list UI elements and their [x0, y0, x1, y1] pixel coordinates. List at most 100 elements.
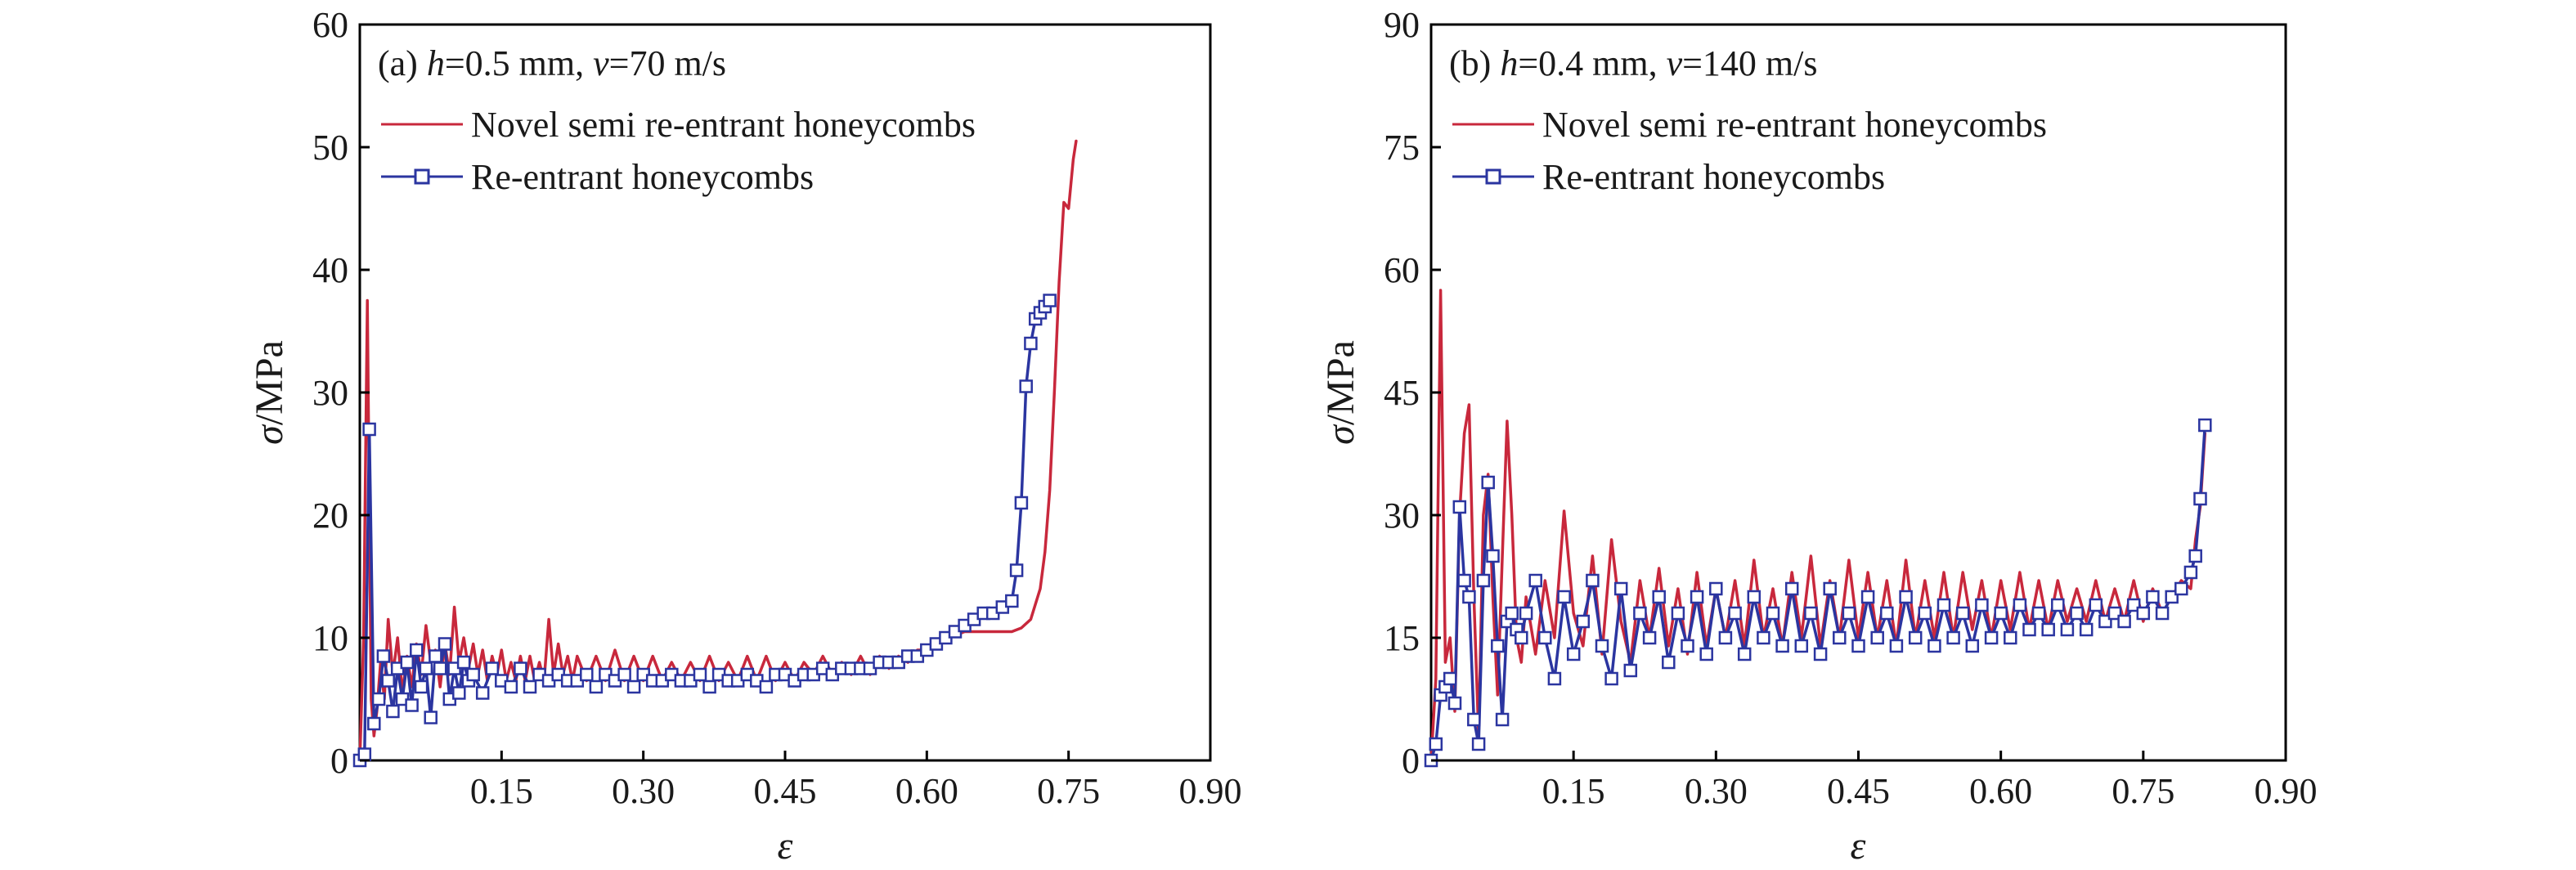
- data-point-marker: [514, 661, 527, 675]
- y-tick-label: 45: [1384, 373, 1420, 413]
- series-line-reentrant: [1429, 424, 2207, 762]
- y-tick-label: 0: [1402, 741, 1420, 781]
- x-tick-label: 0.75: [1037, 771, 1100, 811]
- x-tick-label: 0.75: [2112, 771, 2174, 811]
- data-point-marker: [1899, 590, 1913, 604]
- data-point-marker: [371, 692, 386, 706]
- y-tick-label: 40: [312, 250, 348, 290]
- data-point-marker: [759, 679, 774, 694]
- data-point-marker: [1842, 606, 1856, 621]
- data-point-marker: [1936, 598, 1951, 612]
- data-point-marker: [2136, 606, 2151, 621]
- data-point-marker: [485, 661, 500, 675]
- x-tick-label: 0.15: [470, 771, 533, 811]
- data-point-marker: [456, 655, 471, 670]
- y-axis-label: σ/MPa: [1319, 340, 1362, 445]
- data-point-marker: [2155, 606, 2170, 621]
- data-point-marker: [1495, 712, 1510, 727]
- data-point-marker: [466, 667, 480, 682]
- data-point-marker: [1019, 379, 1033, 393]
- series-marks: [1424, 289, 2212, 768]
- data-point-marker: [400, 655, 415, 670]
- data-point-marker: [475, 686, 490, 700]
- y-tick-label: 20: [312, 496, 348, 536]
- data-point-marker: [1757, 630, 1770, 645]
- data-point-marker: [1043, 294, 1057, 307]
- data-point-marker: [1462, 590, 1476, 604]
- x-tick-label: 0.30: [1685, 771, 1748, 811]
- legend-label-novel: Novel semi re-entrant honeycombs: [1542, 105, 2047, 145]
- data-point-marker: [2193, 491, 2207, 506]
- data-point-marker: [1994, 606, 2008, 621]
- data-point-marker: [1491, 639, 1505, 653]
- data-point-marker: [1452, 500, 1467, 514]
- data-point-marker: [2041, 622, 2055, 637]
- data-point-marker: [504, 679, 518, 694]
- data-point-marker: [1586, 573, 1600, 588]
- legend: Novel semi re-entrant honeycombs Re-entr…: [1452, 105, 2047, 197]
- data-point-marker: [1538, 630, 1552, 645]
- data-point-marker: [2070, 606, 2084, 621]
- y-tick-label: 30: [1384, 496, 1420, 536]
- data-point-marker: [1681, 639, 1694, 653]
- data-point-marker: [419, 661, 433, 675]
- legend-label-reentrant: Re-entrant honeycombs: [1542, 157, 1885, 197]
- data-point-marker: [2188, 549, 2202, 563]
- data-point-marker: [1471, 737, 1486, 751]
- series-line-novel: [1429, 289, 2207, 762]
- x-tick-label: 0.30: [612, 771, 675, 811]
- data-point-marker: [1918, 606, 1932, 621]
- data-point-marker: [386, 704, 400, 719]
- data-point-marker: [1457, 573, 1471, 588]
- data-point-marker: [1813, 647, 1828, 661]
- data-point-marker: [2013, 598, 2027, 612]
- x-tick-label: 0.60: [895, 771, 958, 811]
- y-tick-label: 90: [1384, 5, 1420, 45]
- x-tick-label: 0.45: [754, 771, 817, 811]
- x-axis-label: ε: [1851, 824, 1866, 868]
- data-point-marker: [1955, 606, 1970, 621]
- data-point-marker: [1784, 581, 1799, 596]
- chart-panel-a: 0 10 20 30 40 50 60 0.15 0.30 0.45 0.60 0.75 0.90 (…: [248, 5, 1242, 868]
- data-point-marker: [1718, 630, 1733, 645]
- chart-panel-b: 0 15 30 45 60 75 90 0.15 0.30 0.45 0.60 0.75 0.90 (…: [1319, 5, 2318, 868]
- data-point-marker: [376, 649, 391, 663]
- data-point-marker: [2089, 598, 2103, 612]
- y-tick-label: 10: [312, 618, 348, 658]
- data-point-marker: [1699, 647, 1713, 661]
- data-point-marker: [1576, 614, 1591, 629]
- data-point-marker: [1528, 573, 1542, 588]
- y-ticks: 0 10 20 30 40 50 60: [312, 5, 370, 781]
- data-point-marker: [1505, 606, 1519, 621]
- data-point-marker: [1823, 581, 1837, 596]
- data-point-marker: [1946, 630, 1960, 645]
- legend-marker-square: [414, 168, 430, 185]
- data-point-marker: [589, 679, 604, 694]
- data-point-marker: [2004, 630, 2017, 645]
- panel-annotation: (a) h=0.5 mm, v=70 m/s: [378, 43, 726, 83]
- data-point-marker: [2079, 622, 2094, 637]
- legend-label-novel: Novel semi re-entrant honeycombs: [471, 105, 976, 145]
- data-point-marker: [1709, 581, 1723, 596]
- data-point-marker: [702, 679, 716, 694]
- y-tick-label: 50: [312, 128, 348, 168]
- data-point-marker: [1623, 663, 1638, 678]
- data-point-marker: [1519, 606, 1533, 621]
- data-point-marker: [523, 679, 537, 694]
- data-point-marker: [381, 674, 395, 688]
- x-tick-label: 0.45: [1827, 771, 1890, 811]
- data-point-marker: [1737, 647, 1752, 661]
- data-point-marker: [1633, 606, 1647, 621]
- data-point-marker: [626, 679, 641, 694]
- y-ticks: 0 15 30 45 60 75 90: [1384, 5, 1441, 781]
- data-point-marker: [1652, 590, 1666, 604]
- data-point-marker: [1557, 590, 1571, 604]
- data-point-marker: [1833, 630, 1847, 645]
- x-tick-label: 0.15: [1542, 771, 1605, 811]
- data-point-marker: [2146, 590, 2160, 604]
- data-point-marker: [1928, 639, 1941, 653]
- data-point-marker: [693, 667, 707, 682]
- legend-marker-square: [1485, 168, 1501, 185]
- y-tick-label: 60: [1384, 250, 1420, 290]
